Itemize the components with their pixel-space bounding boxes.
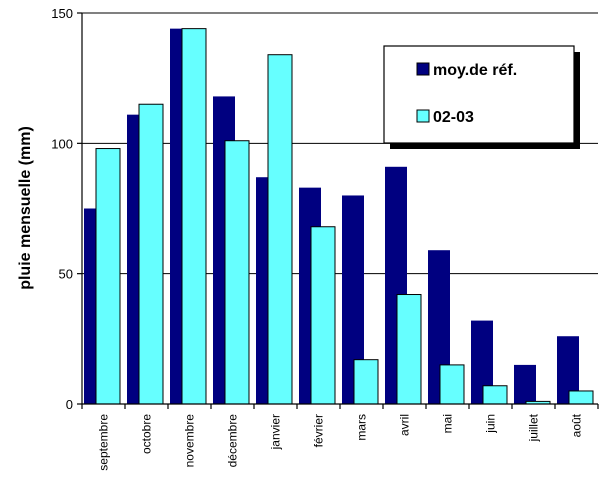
legend: moy.de réf. 02-03 xyxy=(383,45,580,149)
bar-02-03-décembre xyxy=(224,140,250,405)
bar-02-03-février xyxy=(310,226,336,405)
y-tick-label-150: 150 xyxy=(51,6,73,21)
y-axis-label: pluie mensuelle (mm) xyxy=(17,126,34,290)
x-tick-label-mai: mai xyxy=(441,414,455,433)
bar-02-03-mars xyxy=(353,359,379,405)
y-tick-label-100: 100 xyxy=(51,136,73,151)
x-tick-label-octobre: octobre xyxy=(140,414,154,454)
tick-labels: 0 50 100 150 septembre octobre novembre décembr… xyxy=(51,6,583,471)
bar-02-03-août xyxy=(568,390,594,405)
x-tick-label-mars: mars xyxy=(355,414,369,441)
x-tick-label-janvier: janvier xyxy=(269,414,283,450)
bar-02-03-janvier xyxy=(267,54,293,405)
legend-box xyxy=(383,45,575,144)
bar-02-03-septembre xyxy=(95,148,121,405)
bar-02-03-novembre xyxy=(181,28,207,405)
legend-swatch-moy-de-ref xyxy=(416,62,430,76)
legend-swatch-02-03 xyxy=(416,109,430,123)
x-tick-label-juin: juin xyxy=(484,414,498,434)
bar-moy-de-ref-août xyxy=(557,336,579,404)
bar-moy-de-ref-juillet xyxy=(514,364,536,404)
y-tick-label-50: 50 xyxy=(59,267,73,282)
x-tick-label-novembre: novembre xyxy=(183,414,197,468)
bar-02-03-avril xyxy=(396,294,422,405)
x-tick-label-septembre: septembre xyxy=(97,414,111,471)
bar-02-03-octobre xyxy=(138,103,164,405)
y-tick-label-0: 0 xyxy=(66,397,73,412)
bars xyxy=(84,28,594,405)
x-tick-label-avril: avril xyxy=(398,414,412,436)
bar-moy-de-ref-juin xyxy=(471,320,493,404)
legend-label-moy-de-ref: moy.de réf. xyxy=(433,62,517,79)
x-tick-label-août: août xyxy=(570,413,584,437)
x-tick-label-juillet: juillet xyxy=(527,413,541,442)
legend-label-02-03: 02-03 xyxy=(433,109,474,126)
bar-moy-de-ref-mars xyxy=(342,195,364,404)
bar-02-03-mai xyxy=(439,364,465,405)
bar-02-03-juin xyxy=(482,385,508,405)
x-tick-label-février: février xyxy=(312,414,326,447)
axes xyxy=(77,12,599,409)
x-tick-label-décembre: décembre xyxy=(226,414,240,468)
